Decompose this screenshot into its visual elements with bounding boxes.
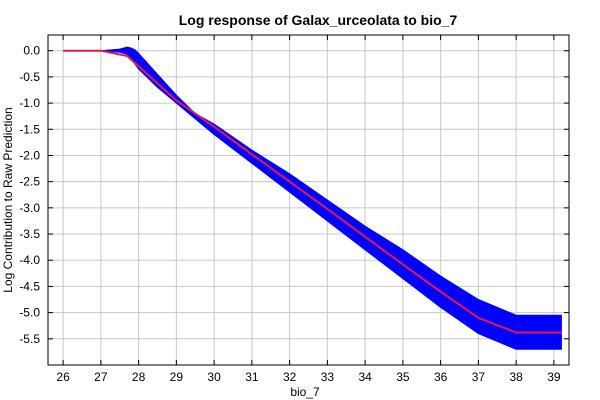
x-tick-label: 30 bbox=[207, 370, 221, 384]
chart-title: Log response of Galax_urceolata to bio_7 bbox=[179, 12, 458, 28]
y-tick-label: -4.5 bbox=[19, 279, 40, 293]
y-tick-label: -1.0 bbox=[19, 96, 40, 110]
x-tick-label: 35 bbox=[396, 370, 410, 384]
y-tick-label: -5.0 bbox=[19, 306, 40, 320]
x-tick-label: 33 bbox=[321, 370, 335, 384]
x-axis-label: bio_7 bbox=[290, 385, 320, 399]
x-tick-label: 34 bbox=[358, 370, 372, 384]
plot-data bbox=[63, 46, 562, 350]
x-tick-label: 29 bbox=[170, 370, 184, 384]
y-tick-label: -4.0 bbox=[19, 253, 40, 267]
y-tick-label: -2.5 bbox=[19, 175, 40, 189]
y-tick-label: -3.0 bbox=[19, 201, 40, 215]
y-tick-label: -1.5 bbox=[19, 122, 40, 136]
y-tick-label: -2.0 bbox=[19, 148, 40, 162]
y-tick-label: -5.5 bbox=[19, 332, 40, 346]
x-tick-label: 37 bbox=[472, 370, 486, 384]
y-tick-label: 0.0 bbox=[23, 44, 40, 58]
x-tick-label: 26 bbox=[56, 370, 70, 384]
y-axis-label: Log Contribution to Raw Prediction bbox=[1, 107, 15, 292]
axis-ticks: 26 27 28 29 30 31 32 33 34 35 36 37 38 39 0.0 -0.5 -1.0 -… bbox=[19, 35, 569, 384]
y-tick-label: -3.5 bbox=[19, 227, 40, 241]
grid bbox=[48, 35, 569, 365]
mean-response-line bbox=[63, 49, 562, 334]
x-tick-label: 36 bbox=[434, 370, 448, 384]
x-tick-label: 32 bbox=[283, 370, 297, 384]
x-tick-label: 28 bbox=[132, 370, 146, 384]
x-tick-label: 27 bbox=[94, 370, 108, 384]
plot-frame bbox=[47, 34, 570, 366]
x-tick-label: 39 bbox=[547, 370, 561, 384]
y-tick-label: -0.5 bbox=[19, 70, 40, 84]
x-tick-label: 38 bbox=[509, 370, 523, 384]
x-tick-label: 31 bbox=[245, 370, 259, 384]
